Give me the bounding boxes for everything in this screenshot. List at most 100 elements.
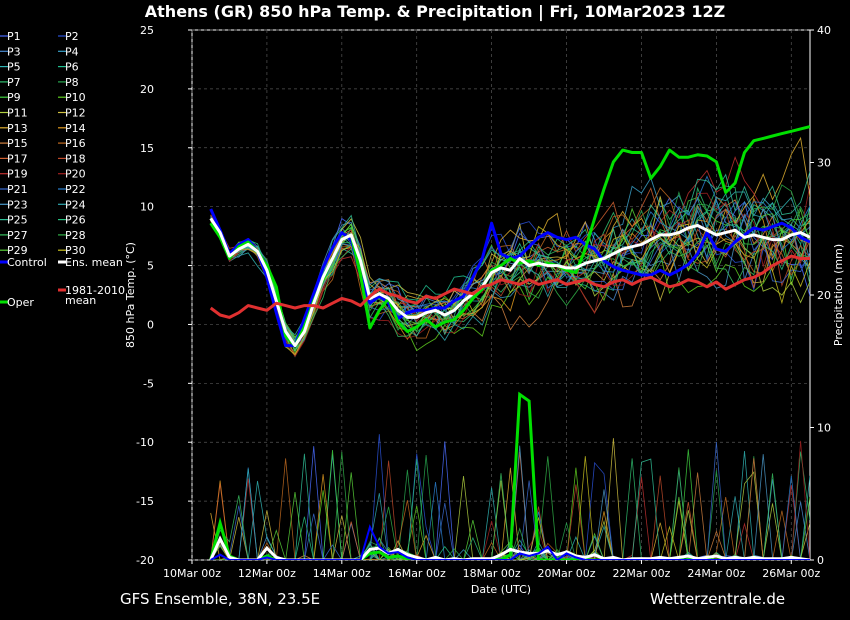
x-tick-label: 16Mar 00z [388, 567, 446, 580]
legend-item: P19 [0, 168, 28, 181]
chart-title: Athens (GR) 850 hPa Temp. & Precipitatio… [144, 2, 726, 21]
legend-item: P10 [58, 91, 86, 104]
y-tick-label: -20 [136, 554, 154, 567]
legend-label: P19 [7, 168, 28, 181]
legend-item: Oper [0, 296, 34, 309]
legend-label-cont: mean [65, 294, 96, 307]
legend-label: P12 [65, 107, 86, 120]
legend-label: P2 [65, 30, 79, 43]
member-line-p27 [210, 219, 810, 351]
legend-item: P3 [0, 45, 21, 58]
legend-label: P1 [7, 30, 21, 43]
y2-tick-label: 30 [817, 157, 831, 170]
y-tick-label: 10 [140, 201, 154, 214]
legend-item: P6 [58, 61, 79, 74]
legend-label: P7 [7, 76, 21, 89]
member-precip-p8 [210, 454, 810, 560]
y2-tick-label: 40 [817, 24, 831, 37]
legend-label: Ens. mean [65, 256, 123, 269]
legend-label: P29 [7, 244, 28, 257]
y-tick-label: 20 [140, 83, 154, 96]
legend-item: P4 [58, 45, 79, 58]
legend-label: P6 [65, 61, 79, 74]
y-tick-label: 15 [140, 142, 154, 155]
y-tick-label: 25 [140, 24, 154, 37]
legend-label: P16 [65, 137, 86, 150]
y-tick-label: -15 [136, 495, 154, 508]
legend-label: P21 [7, 183, 28, 196]
legend-item: P14 [58, 122, 86, 135]
model-info: GFS Ensemble, 38N, 23.5E [120, 590, 321, 608]
legend-item: P25 [0, 214, 28, 227]
y-tick-label: -5 [143, 377, 154, 390]
x-tick-label: 24Mar 00z [687, 567, 745, 580]
legend-item: P24 [58, 198, 86, 211]
legend-label: P20 [65, 168, 86, 181]
legend-label: P26 [65, 214, 86, 227]
y2-axis-label: Precipitation (mm) [832, 244, 845, 346]
highlight-lines [209, 125, 810, 348]
legend-label: P22 [65, 183, 86, 196]
legend-item: P26 [58, 214, 86, 227]
legend-label: P18 [65, 152, 86, 165]
legend-item: P28 [58, 229, 86, 242]
legend-label: P5 [7, 61, 21, 74]
legend-item: P21 [0, 183, 28, 196]
axes: 10Mar 00z 12Mar 00z 14Mar 00z 16Mar 00z 18Ma… [124, 24, 845, 596]
x-axis-label: Date (UTC) [471, 583, 531, 596]
legend-item: P20 [58, 168, 86, 181]
legend-label: P24 [65, 198, 86, 211]
member-line-p30 [210, 221, 810, 356]
x-tick-label: 12Mar 00z [238, 567, 296, 580]
legend-item: P11 [0, 107, 28, 120]
legend-label: Control [7, 256, 47, 269]
legend-item: Ens. mean [58, 256, 123, 269]
y-tick-label: 5 [147, 260, 154, 273]
temp-line-1981-2010-mean [209, 254, 810, 319]
member-precip-p25 [210, 453, 810, 560]
x-tick-label: 22Mar 00z [612, 567, 670, 580]
legend-label: P25 [7, 214, 28, 227]
legend-label: P14 [65, 122, 86, 135]
precip-line-ens-mean [209, 535, 810, 560]
y2-tick-label: 20 [817, 289, 831, 302]
x-tick-label: 14Mar 00z [313, 567, 371, 580]
legend-item: P7 [0, 76, 21, 89]
legend-item: P22 [58, 183, 86, 196]
legend-label: P8 [65, 76, 79, 89]
source-credit: Wetterzentrale.de [650, 590, 786, 608]
legend-label: Oper [7, 296, 34, 309]
legend-item: P9 [0, 91, 21, 104]
legend: P1 P2 P3 P4 P5 P6 P7 P8 P9 P10 P11 P12 P13 P14 P15 P16 P… [0, 30, 125, 309]
legend-label: P13 [7, 122, 28, 135]
legend-label: P28 [65, 229, 86, 242]
temp-line-ens-mean [209, 217, 810, 348]
legend-label: P30 [65, 244, 86, 257]
x-tick-label: 18Mar 00z [463, 567, 521, 580]
legend-label: 1981-2010 [65, 284, 125, 297]
legend-label: P15 [7, 137, 28, 150]
y-axis-label: 850 hPa Temp. (°C) [124, 242, 137, 348]
legend-item: P23 [0, 198, 28, 211]
legend-label: P23 [7, 198, 28, 211]
legend-item: P29 [0, 244, 28, 257]
legend-label: P27 [7, 229, 28, 242]
member-line-p2 [210, 217, 810, 338]
legend-item: P15 [0, 137, 28, 150]
legend-item: P17 [0, 152, 28, 165]
legend-item: P30 [58, 244, 86, 257]
legend-label: P4 [65, 45, 79, 58]
legend-item: P1 [0, 30, 21, 43]
legend-label: P9 [7, 91, 21, 104]
legend-label: P17 [7, 152, 28, 165]
y-tick-label: -10 [136, 436, 154, 449]
temp-line-control [209, 208, 810, 348]
legend-label: P3 [7, 45, 21, 58]
x-tick-label: 20Mar 00z [538, 567, 596, 580]
precip-line-oper [209, 391, 810, 560]
legend-item: P8 [58, 76, 79, 89]
x-tick-label: 10Mar 00z [163, 567, 221, 580]
legend-item: P12 [58, 107, 86, 120]
